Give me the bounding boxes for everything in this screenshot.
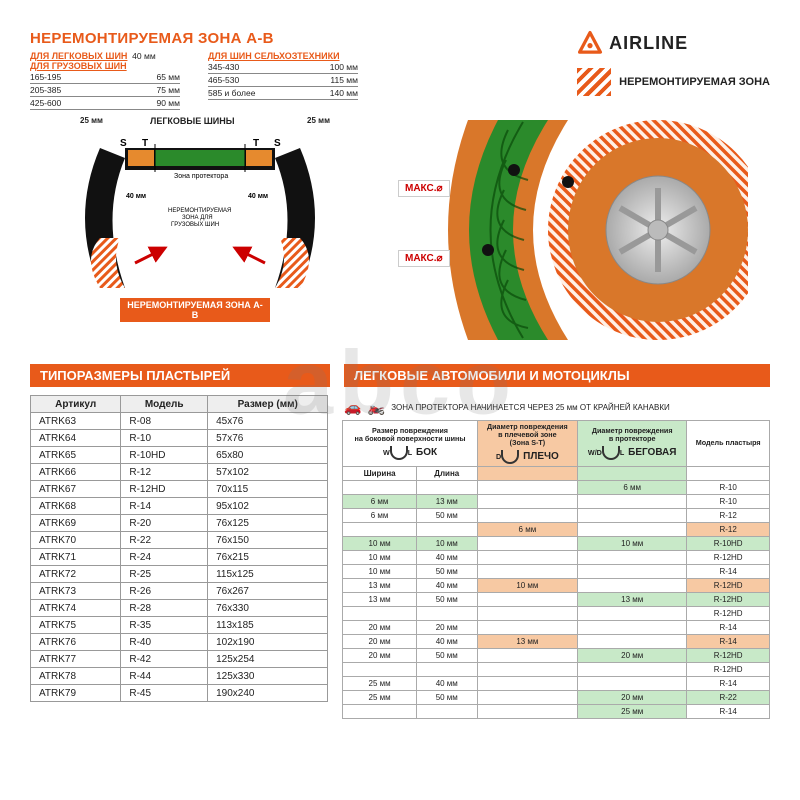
svg-text:40 мм: 40 мм: [248, 193, 268, 200]
svg-text:НЕРЕМОНТИРУЕМАЯ: НЕРЕМОНТИРУЕМАЯ: [168, 208, 231, 214]
table-row: 20 мм40 мм13 ммR-14: [343, 634, 770, 648]
svg-text:ЗОНА ДЛЯ: ЗОНА ДЛЯ: [182, 215, 213, 221]
main-title: НЕРЕМОНТИРУЕМАЯ ЗОНА А-В: [30, 30, 358, 47]
table-row: 6 ммR-10: [343, 480, 770, 494]
table-row: 20 мм50 мм20 ммR-12HD: [343, 648, 770, 662]
table-row: ATRK68R-1495x102: [31, 498, 328, 515]
table-row: ATRK73R-2676x267: [31, 583, 328, 600]
table-row: ATRK77R-42125x254: [31, 651, 328, 668]
svg-text:S: S: [274, 138, 281, 149]
table-row: ATRK63R-0845x76: [31, 413, 328, 430]
table-row: 25 мм50 мм20 ммR-22: [343, 690, 770, 704]
table-header: Модель: [121, 396, 208, 413]
table-row: ATRK72R-25115x125: [31, 566, 328, 583]
tread-zone-note: 🚗 🏍️ ЗОНА ПРОТЕКТОРА НАЧИНАЕТСЯ ЧЕРЕЗ 25…: [342, 395, 770, 420]
zone-banner: НЕРЕМОНТИРУЕМАЯ ЗОНА А-В: [120, 298, 270, 322]
table-row: 20 мм20 ммR-14: [343, 620, 770, 634]
table-header: Размер (мм): [208, 396, 328, 413]
table-row: ATRK66R-1257x102: [31, 464, 328, 481]
brand-logo: AIRLINE: [577, 30, 770, 56]
section-bar-sizes: ТИПОРАЗМЕРЫ ПЛАСТЫРЕЙ: [30, 364, 330, 387]
spec-group-agri: ДЛЯ ШИН СЕЛЬХОЗТЕХНИКИ 345-430100 мм 465…: [208, 51, 358, 110]
table-row: ATRK70R-2276x150: [31, 532, 328, 549]
table-row: ATRK69R-2076x125: [31, 515, 328, 532]
table-row: ATRK74R-2876x330: [31, 600, 328, 617]
tire-cross-section-diagram: 25 мм ЛЕГКОВЫЕ ШИНЫ 25 мм S T T: [30, 116, 380, 326]
tire-side-diagram: МАКС.⌀ МАКС.⌀: [388, 116, 748, 356]
logo-icon: [577, 30, 603, 56]
patch-size-table: АртикулМодельРазмер (мм) ATRK63R-0845x76…: [30, 395, 328, 702]
table-row: ATRK75R-35113x185: [31, 617, 328, 634]
table-row: ATRK67R-12HD70x115: [31, 481, 328, 498]
damage-model-table: Размер повреждения на боковой поверхност…: [342, 420, 770, 719]
svg-text:ГРУЗОВЫХ ШИН: ГРУЗОВЫХ ШИН: [171, 222, 219, 228]
table-row: ATRK76R-40102x190: [31, 634, 328, 651]
spec-group-light: ДЛЯ ЛЕГКОВЫХ ШИН 40 мм: [30, 51, 180, 61]
table-row: 10 мм10 мм10 ммR-10HD: [343, 536, 770, 550]
table-row: 13 мм40 мм10 ммR-12HD: [343, 578, 770, 592]
table-row: ATRK71R-2476x215: [31, 549, 328, 566]
hatch-icon: [577, 68, 611, 96]
section-bar-vehicles: ЛЕГКОВЫЕ АВТОМОБИЛИ И МОТОЦИКЛЫ: [344, 364, 770, 387]
car-icon: 🚗: [344, 399, 361, 416]
table-row: 25 мм40 ммR-14: [343, 676, 770, 690]
svg-text:S: S: [120, 138, 127, 149]
maks-label-2: МАКС.⌀: [398, 250, 450, 267]
svg-text:40 мм: 40 мм: [126, 193, 146, 200]
table-row: ATRK79R-45190x240: [31, 685, 328, 702]
spec-group-truck: ДЛЯ ГРУЗОВЫХ ШИН 165-19565 мм 205-38575 …: [30, 61, 180, 110]
table-row: 25 ммR-14: [343, 704, 770, 718]
table-row: R-12HD: [343, 662, 770, 676]
table-row: 6 мм50 ммR-12: [343, 508, 770, 522]
table-row: ATRK64R-1057x76: [31, 430, 328, 447]
table-row: 6 ммR-12: [343, 522, 770, 536]
table-row: 10 мм50 ммR-14: [343, 564, 770, 578]
table-row: ATRK65R-10HD65x80: [31, 447, 328, 464]
table-row: 10 мм40 ммR-12HD: [343, 550, 770, 564]
table-row: 6 мм13 ммR-10: [343, 494, 770, 508]
svg-text:T: T: [253, 138, 259, 149]
table-row: ATRK78R-44125x330: [31, 668, 328, 685]
svg-text:T: T: [142, 138, 148, 149]
motorcycle-icon: 🏍️: [368, 399, 385, 416]
table-row: 13 мм50 мм13 ммR-12HD: [343, 592, 770, 606]
svg-text:Зона протектора: Зона протектора: [174, 173, 228, 180]
table-row: R-12HD: [343, 606, 770, 620]
zone-legend: НЕРЕМОНТИРУЕМАЯ ЗОНА: [577, 68, 770, 96]
table-header: Артикул: [31, 396, 121, 413]
maks-label-1: МАКС.⌀: [398, 180, 450, 197]
